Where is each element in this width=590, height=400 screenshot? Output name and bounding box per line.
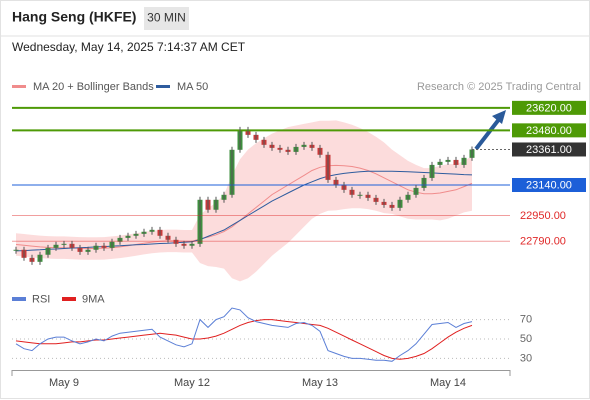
x-tick-label: May 12 (174, 377, 210, 389)
rsi-tick-label: 50 (520, 333, 532, 345)
current-price-label: 23361.00 (526, 144, 572, 156)
legend-swatch (12, 297, 26, 301)
legend-swatch (12, 85, 26, 88)
x-tick-label: May 13 (302, 377, 338, 389)
ma20-line (15, 164, 473, 249)
legend-swatch (62, 297, 76, 301)
level-label: 22950.00 (520, 210, 566, 222)
bollinger-band (16, 120, 472, 282)
interval-label[interactable]: 30 MIN (147, 11, 186, 25)
legend-label: RSI (32, 293, 50, 305)
level-box (512, 123, 586, 138)
level-label: 23620.00 (526, 102, 572, 114)
credit: Research © 2025 Trading Central (417, 81, 581, 93)
level-label: 23480.00 (526, 125, 572, 137)
x-tick-label: May 14 (430, 377, 466, 389)
legend-label: MA 50 (177, 81, 208, 93)
trend-arrow-head (492, 110, 506, 124)
rsi-tick-label: 70 (520, 314, 532, 326)
legend-swatch (156, 85, 170, 88)
instrument-title: Hang Seng (HKFE) (12, 9, 136, 25)
interval-button[interactable] (144, 7, 189, 30)
level-box (512, 100, 586, 115)
timestamp: Wednesday, May 14, 2025 7:14:37 AM CET (12, 40, 246, 54)
level-box (512, 178, 586, 192)
rsi-tick-label: 30 (520, 352, 532, 364)
rsi-line (15, 307, 473, 362)
level-label: 22790.00 (520, 236, 566, 248)
ma50-line (15, 170, 473, 252)
current-price-box (512, 142, 586, 157)
legend-label: MA 20 + Bollinger Bands (33, 81, 154, 93)
x-tick-label: May 9 (49, 377, 79, 389)
trend-arrow (474, 116, 502, 151)
level-label: 23140.00 (526, 179, 572, 191)
legend-label: 9MA (82, 293, 105, 305)
